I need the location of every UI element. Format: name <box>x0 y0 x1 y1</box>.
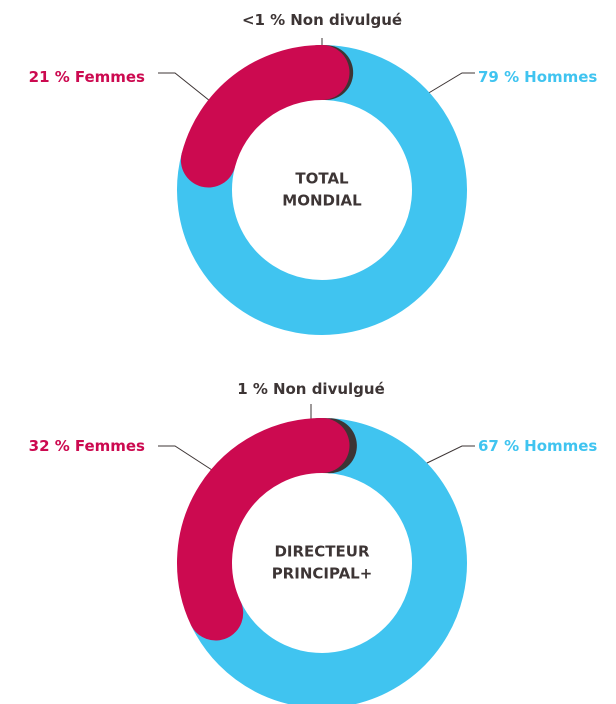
segment-label: <1 % Non divulgué <box>242 11 402 29</box>
leader-line <box>421 72 475 98</box>
leader-lines <box>158 38 475 471</box>
center-label: MONDIAL <box>282 192 362 210</box>
legend-label: Femmes <box>75 437 145 455</box>
donut-segment <box>177 418 350 641</box>
donut-segment <box>190 418 467 704</box>
value-label: 79 % <box>478 68 519 86</box>
segment-label: 32 % Femmes <box>29 437 145 455</box>
segment-label: 1 % Non divulgué <box>237 380 385 398</box>
segment-label: 67 % Hommes <box>478 437 597 455</box>
donut-segment <box>177 45 467 335</box>
donut-segment <box>180 45 350 188</box>
legend-label: Non divulgué <box>273 380 385 398</box>
leader-line <box>158 72 216 106</box>
leader-line <box>158 445 213 471</box>
legend-label: Femmes <box>75 68 145 86</box>
leader-line <box>424 445 475 465</box>
legend-label: Hommes <box>524 437 597 455</box>
value-label: 67 % <box>478 437 519 455</box>
legend-label: Non divulgué <box>290 11 402 29</box>
legend-label: Hommes <box>524 68 597 86</box>
value-label: 1 % <box>237 380 268 398</box>
segment-label: 79 % Hommes <box>478 68 597 86</box>
segment-label: 21 % Femmes <box>29 68 145 86</box>
value-label: <1 % <box>242 11 285 29</box>
center-label: DIRECTEUR <box>274 543 369 561</box>
center-label: PRINCIPAL+ <box>272 565 373 583</box>
value-label: 21 % <box>29 68 70 86</box>
center-label: TOTAL <box>295 170 349 188</box>
value-label: 32 % <box>29 437 70 455</box>
